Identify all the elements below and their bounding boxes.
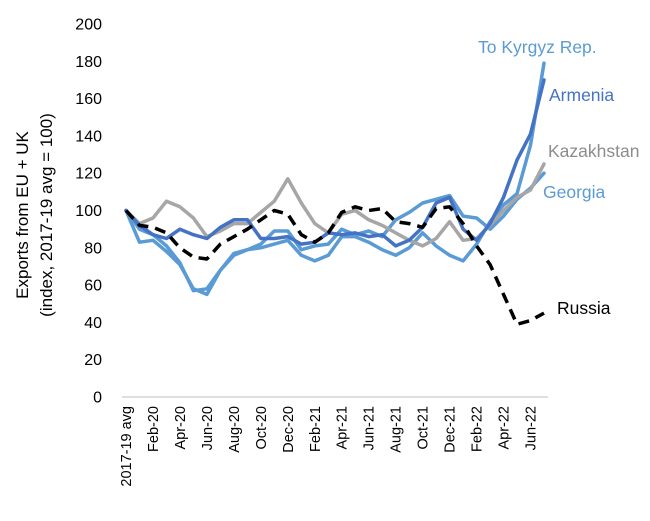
x-tick-label: Aug-20 xyxy=(227,406,243,453)
x-tick-label: Feb-21 xyxy=(308,406,324,452)
y-axis-ticks: 0 20 40 60 80 100 120 140 160 180 200 xyxy=(75,17,102,407)
x-tick-label: Jun-22 xyxy=(524,406,540,450)
y-tick-label: 40 xyxy=(84,315,102,332)
y-tick-label: 120 xyxy=(75,166,102,183)
y-axis-label: Exports from EU + UK xyxy=(13,130,32,298)
y-tick-label: 160 xyxy=(75,91,102,108)
series-label-georgia: Georgia xyxy=(543,182,606,202)
x-tick-label: Aug-21 xyxy=(389,406,405,453)
series-label-russia: Russia xyxy=(557,298,611,318)
x-tick-label: Feb-22 xyxy=(470,406,486,452)
series-line-to-kyrgyz-rep xyxy=(124,61,546,297)
y-tick-label: 180 xyxy=(75,54,102,71)
y-axis-title: Exports from EU + UK (index, 2017-19 avg… xyxy=(13,113,56,317)
x-tick-label: Jun-21 xyxy=(362,406,378,450)
y-tick-label: 0 xyxy=(93,390,102,407)
x-tick-label: Dec-20 xyxy=(281,406,297,453)
x-tick-label: 2017-19 avg xyxy=(119,406,135,487)
y-tick-label: 100 xyxy=(75,203,102,220)
x-tick-label: Oct-21 xyxy=(416,406,432,450)
x-tick-label: Dec-21 xyxy=(443,406,459,453)
series-labels: Kazakhstan Armenia To Kyrgyz Rep. Georgia Ru… xyxy=(478,37,639,318)
series-label-armenia: Armenia xyxy=(549,85,614,105)
y-tick-label: 80 xyxy=(84,240,102,257)
y-tick-label: 60 xyxy=(84,278,102,295)
series-label-to-kyrgyz-rep: To Kyrgyz Rep. xyxy=(478,37,597,57)
x-tick-label: Apr-22 xyxy=(497,406,513,450)
series-line-georgia xyxy=(124,171,546,293)
y-axis-sublabel: (index, 2017-19 avg = 100) xyxy=(37,113,56,317)
x-tick-label: Apr-20 xyxy=(173,406,189,450)
x-tick-label: Jun-20 xyxy=(200,406,216,450)
x-tick-label: Apr-21 xyxy=(335,406,351,450)
x-tick-label: Oct-20 xyxy=(254,406,270,450)
y-tick-label: 200 xyxy=(75,17,102,34)
x-tick-label: Feb-20 xyxy=(146,406,162,452)
y-tick-label: 20 xyxy=(84,352,102,369)
series-label-kazakhstan: Kazakhstan xyxy=(548,141,639,161)
series-lines xyxy=(124,61,546,327)
y-tick-label: 140 xyxy=(75,128,102,145)
x-axis-ticks: 2017-19 avg Feb-20 Apr-20 Jun-20 Aug-20 Oct-2… xyxy=(119,406,540,487)
series-line-armenia xyxy=(124,78,546,248)
